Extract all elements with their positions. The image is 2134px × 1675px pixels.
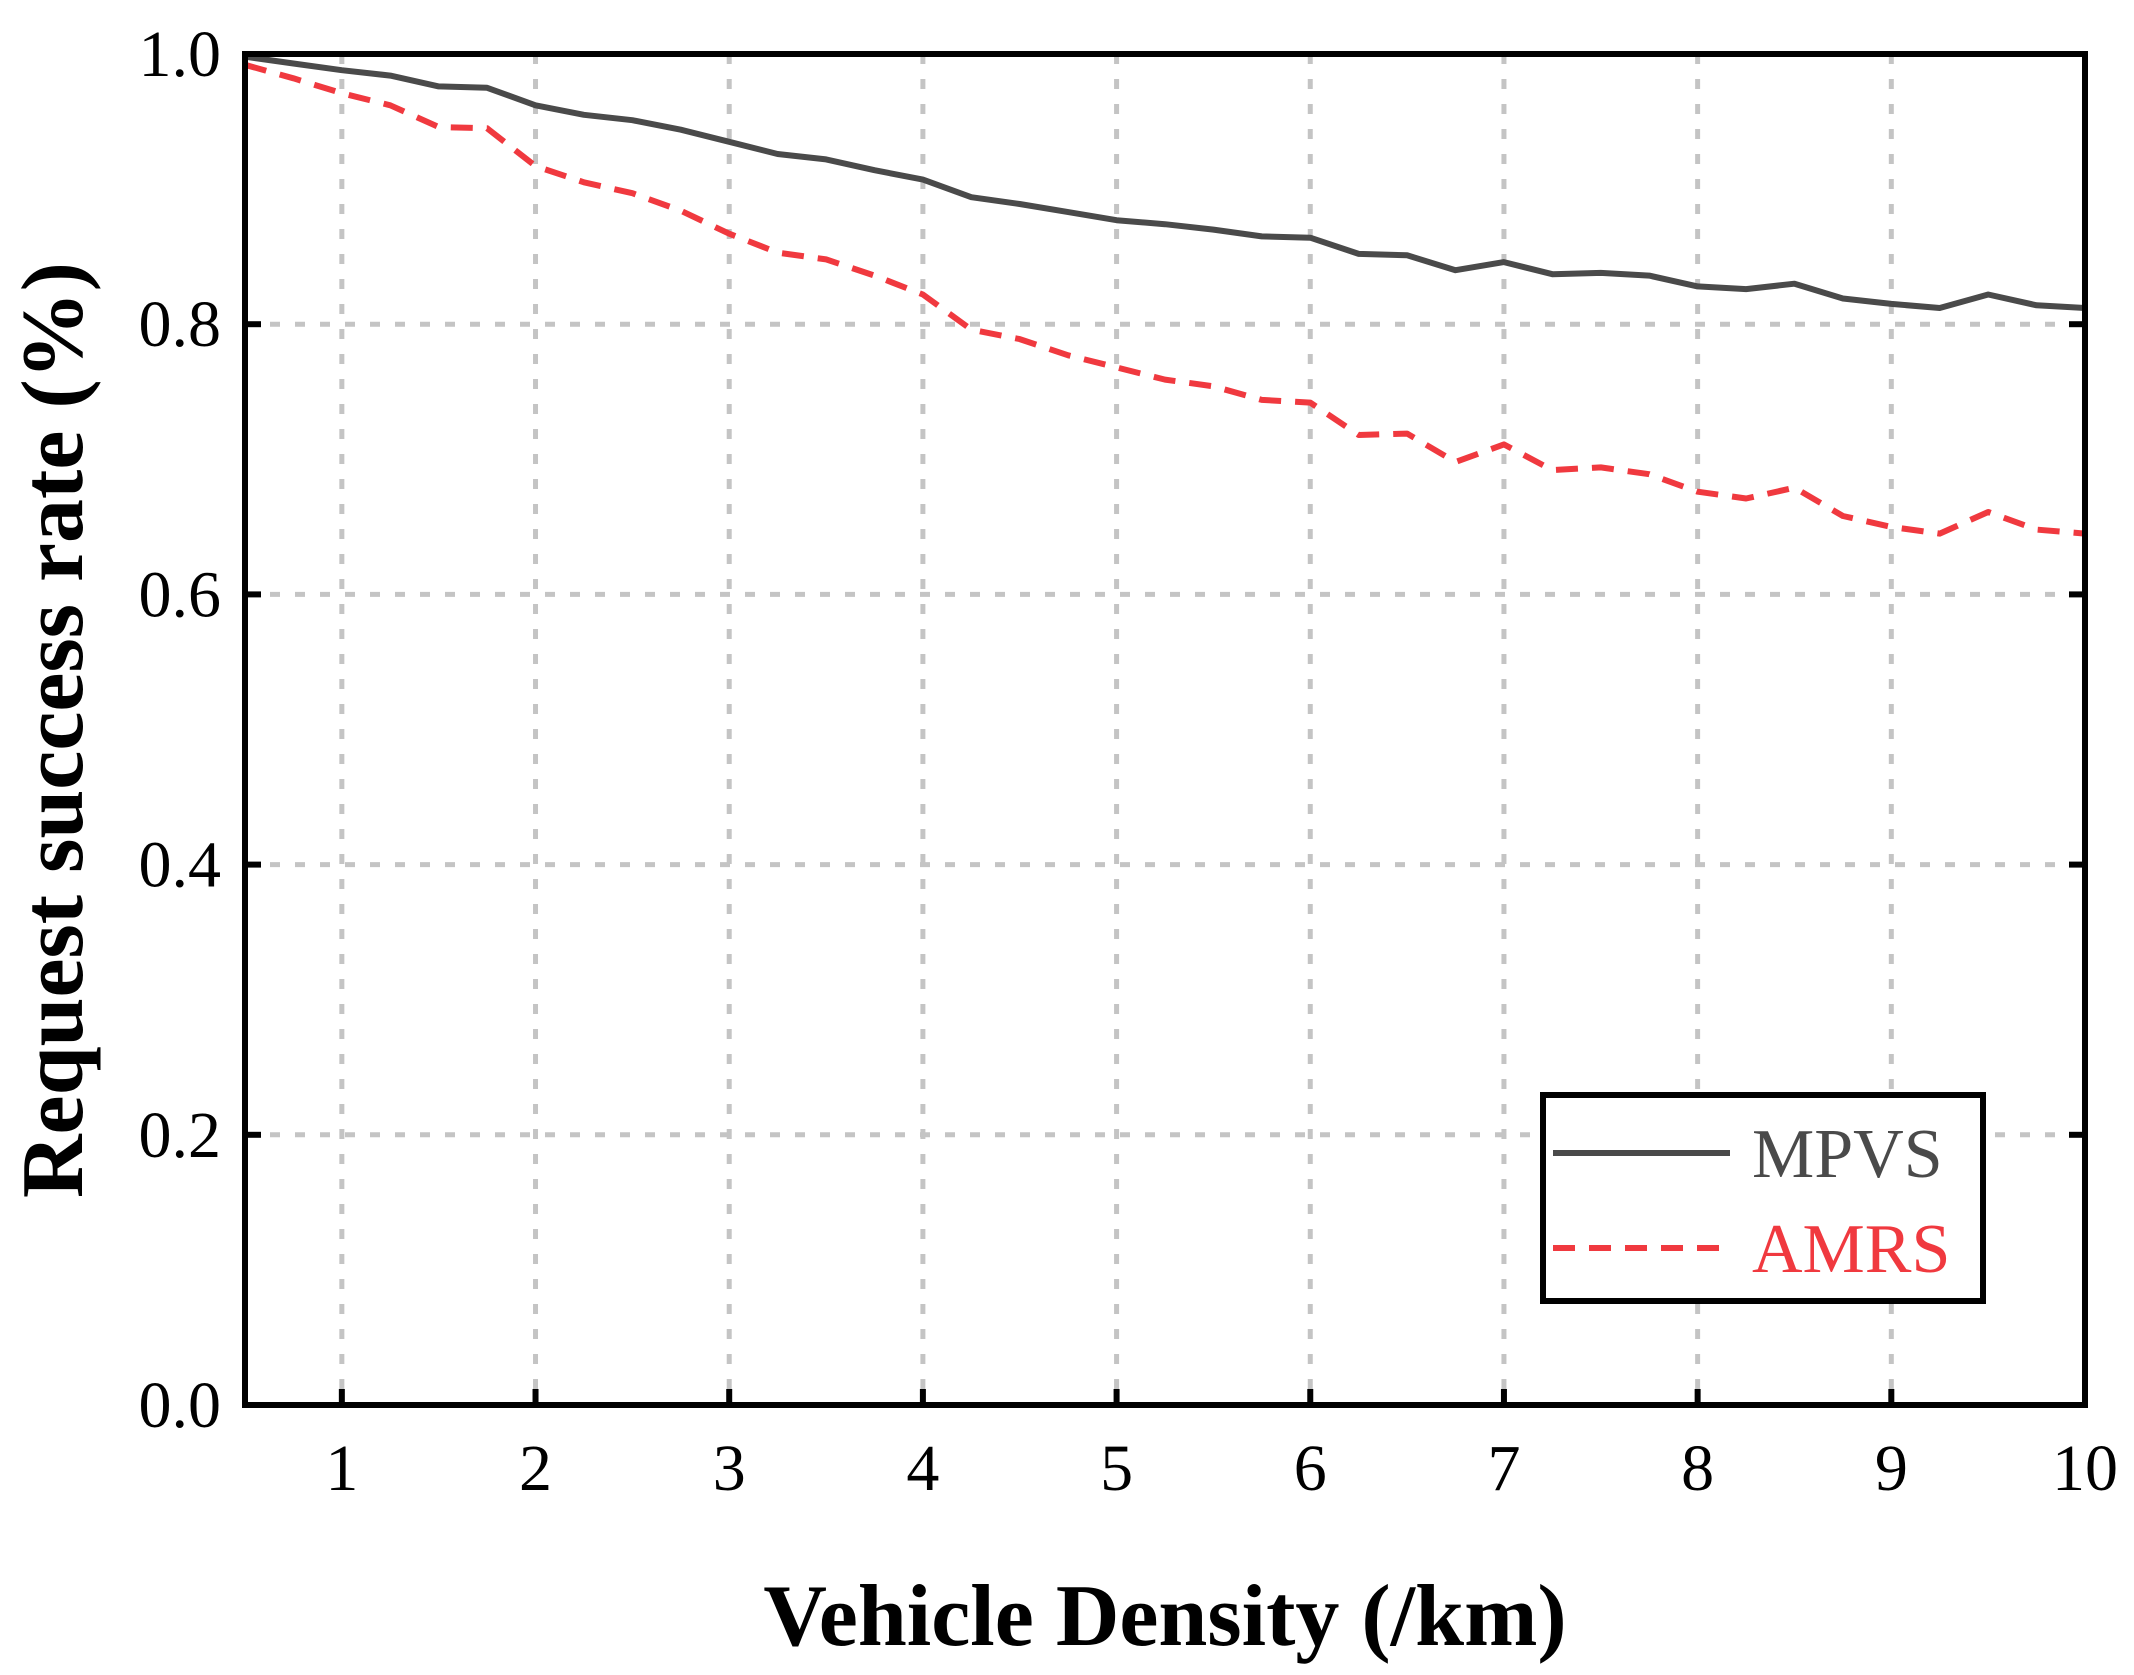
plot-frame	[242, 51, 2088, 1408]
y-tick-label: 0.8	[139, 288, 222, 361]
legend-label-mpvs: MPVS	[1752, 1116, 1943, 1193]
legend-box	[1540, 1092, 1986, 1304]
series-line-amrs	[244, 61, 2086, 537]
x-tick-label: 2	[519, 1432, 552, 1505]
x-tick-label: 8	[1681, 1432, 1714, 1505]
x-tick-label: 7	[1487, 1432, 1520, 1505]
frame-layer	[242, 51, 2088, 1408]
x-tick-label: 4	[906, 1432, 939, 1505]
series-line-mpvs	[244, 53, 2086, 311]
y-tick-label: 0.2	[139, 1099, 222, 1172]
x-tick-label: 5	[1100, 1432, 1133, 1505]
y-axis-title: Request success rate (%)	[5, 262, 102, 1198]
y-tick-label: 0.0	[139, 1369, 222, 1442]
y-tick-label: 0.6	[139, 558, 222, 631]
x-tick-label: 6	[1294, 1432, 1327, 1505]
x-tick-label: 3	[713, 1432, 746, 1505]
x-axis-title: Vehicle Density (/km)	[763, 1568, 1566, 1665]
series-layer	[244, 53, 2086, 537]
legend: MPVS AMRS	[1540, 1092, 1986, 1304]
y-tick-label: 0.4	[139, 829, 222, 902]
x-tick-label: 9	[1875, 1432, 1908, 1505]
ticks-layer: 1 2 3 4 5 6 7 8 9 10 0.0 0.2 0.4 0.6 0.8 1.0	[139, 18, 2119, 1505]
x-tick-label: 1	[325, 1432, 358, 1505]
legend-label-amrs: AMRS	[1752, 1211, 1950, 1288]
y-tick-label: 1.0	[139, 18, 222, 91]
x-tick-label: 10	[2052, 1432, 2118, 1505]
